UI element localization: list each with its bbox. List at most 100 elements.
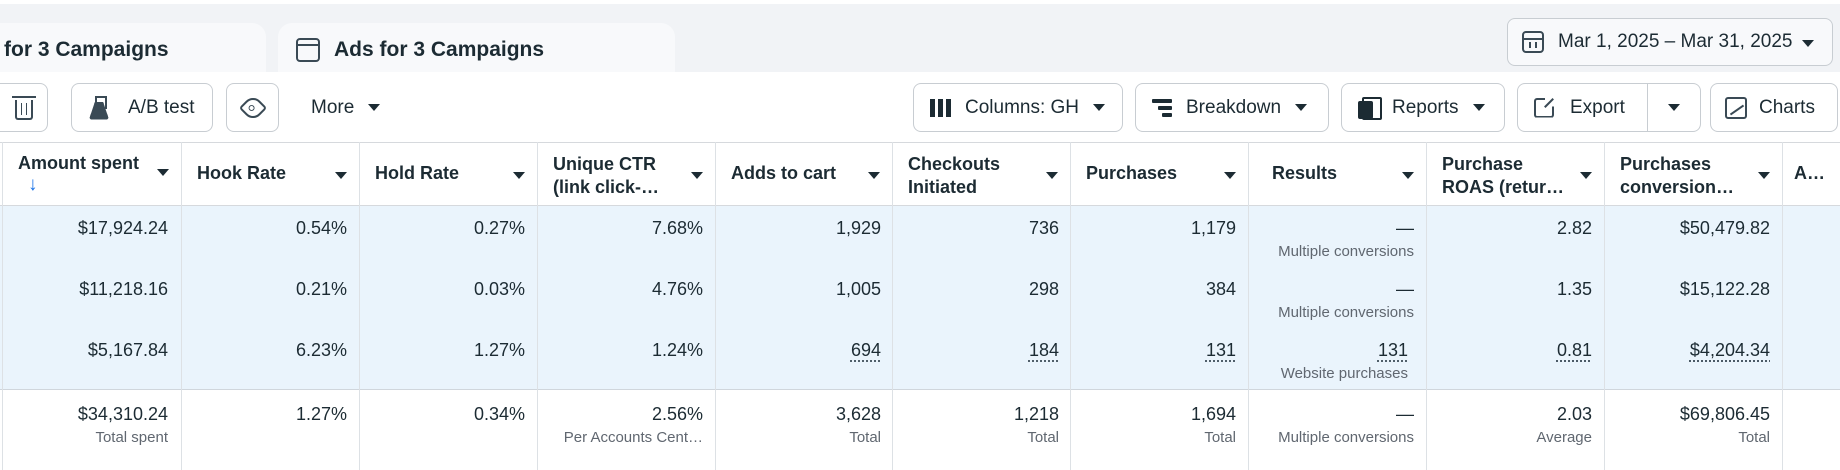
cell-checkouts: 736 [1028,218,1059,238]
breakdown-button[interactable]: Breakdown [1135,83,1329,132]
export-button[interactable]: Export [1517,83,1701,132]
more-label: More [311,96,355,118]
cell-hold-rate: 0.03% [473,279,525,299]
total-amount-spent: $34,310.24 [77,404,168,424]
ab-test-label: A/B test [128,96,195,118]
charts-button[interactable]: Charts [1710,83,1838,132]
table-header [0,142,1840,206]
chevron-down-icon [868,172,880,179]
charts-label: Charts [1759,96,1815,118]
date-range-picker[interactable]: Mar 1, 2025 – Mar 31, 2025 [1507,18,1833,66]
cell-results[interactable]: 131 [1377,340,1408,360]
ab-test-button[interactable]: A/B test [71,83,213,132]
more-button[interactable]: More [296,83,412,132]
export-options-button[interactable] [1648,84,1700,131]
cell-results: — [1396,279,1414,299]
total-unique-ctr-sub: Per Accounts Cent… [563,429,703,446]
column-header-purchases[interactable]: Purchases [1070,142,1248,206]
table-body [0,206,1840,390]
tag-button[interactable] [226,83,279,132]
export-icon [1534,97,1570,118]
chevron-down-icon [1224,172,1236,179]
cell-results-sub: Multiple conversions [1278,304,1414,321]
cell-hold-rate: 0.27% [473,218,525,238]
cell-purchase-roas: 2.82 [1556,218,1592,238]
chevron-down-icon [1472,104,1485,111]
column-header-aov[interactable]: AOV [1794,163,1828,183]
delete-button[interactable] [0,83,48,132]
column-header-results[interactable]: Results [1248,142,1426,206]
breakdown-label: Breakdown [1186,96,1282,118]
reports-icon [1358,96,1382,120]
column-header-purchases-conversion-value[interactable]: Purchases conversion… [1604,142,1782,206]
chevron-down-icon [1580,172,1592,179]
cell-results-sub: Multiple conversions [1278,243,1414,260]
column-header-checkouts-initiated[interactable]: Checkouts Initiated [892,142,1070,206]
cell-purchases-conversion-value: $50,479.82 [1679,218,1770,238]
cell-adds-to-cart: 1,005 [835,279,881,299]
cell-amount-spent: $11,218.16 [79,279,168,299]
column-header-hook-rate[interactable]: Hook Rate [181,142,359,206]
total-purchase-roas: 2.03 [1556,404,1592,424]
cell-checkouts: 298 [1028,279,1059,299]
chevron-down-icon [335,172,347,179]
column-header-amount-spent[interactable]: Amount spent ↓ [2,142,181,206]
chevron-down-icon [1046,172,1058,179]
total-checkouts-sub: Total [1027,429,1059,446]
column-header-hold-rate[interactable]: Hold Rate [359,142,537,206]
chevron-down-icon [368,104,381,111]
cell-adds-to-cart: 1,929 [835,218,881,238]
column-header-unique-ctr[interactable]: Unique CTR (link click-… [537,142,715,206]
cell-purchases: 1,179 [1190,218,1236,238]
table-totals [0,390,1840,470]
chevron-down-icon [691,172,703,179]
total-results: — [1396,404,1414,424]
cell-results-sub: Website purchases [1280,365,1408,382]
flask-icon [88,95,110,120]
trash-icon [12,95,36,120]
total-purchases-sub: Total [1204,429,1236,446]
total-amount-spent-sub: Total spent [95,429,168,446]
toolbar: A/B test More Columns: GH Breakdown Repo… [0,72,1840,142]
total-hold-rate: 0.34% [473,404,525,424]
cell-unique-ctr: 4.76% [651,279,703,299]
cell-adds-to-cart[interactable]: 694 [850,340,881,360]
cell-hook-rate: 0.54% [295,218,347,238]
total-hook-rate: 1.27% [295,404,347,424]
total-adds-to-cart-sub: Total [849,429,881,446]
reports-label: Reports [1392,96,1459,118]
cell-unique-ctr: 7.68% [651,218,703,238]
columns-label: Columns: GH [965,96,1080,118]
chevron-down-icon [1093,104,1106,111]
cell-purchases[interactable]: 131 [1205,340,1236,360]
total-purchases-conversion-value-sub: Total [1738,429,1770,446]
cell-purchase-roas: 1.35 [1556,279,1592,299]
calendar-icon [1522,31,1544,53]
chevron-down-icon [513,172,525,179]
total-checkouts: 1,218 [1013,404,1059,424]
cell-amount-spent: $5,167.84 [87,340,168,360]
tab-strip: for 3 Campaigns Ads for 3 Campaigns Mar … [0,0,1840,76]
cell-unique-ctr: 1.24% [651,340,703,360]
cell-results: — [1396,218,1414,238]
column-header-adds-to-cart[interactable]: Adds to cart [715,142,892,206]
chevron-down-icon [1668,104,1680,111]
cell-purchases: 384 [1205,279,1236,299]
chevron-down-icon [1758,172,1770,179]
campaign-table: Amount spent ↓ Hook Rate Hold Rate Uniqu… [0,142,1840,470]
total-results-sub: Multiple conversions [1278,429,1414,446]
reports-button[interactable]: Reports [1341,83,1505,132]
total-unique-ctr: 2.56% [651,404,703,424]
cell-checkouts[interactable]: 184 [1028,340,1059,360]
tag-icon [238,93,267,122]
tab-campaigns[interactable]: for 3 Campaigns [0,23,266,76]
tab-ads-label: Ads for 3 Campaigns [334,37,545,61]
cell-purchases-conversion-value: $15,122.28 [1679,279,1770,299]
chevron-down-icon [1402,172,1414,179]
cell-purchase-roas[interactable]: 0.81 [1556,340,1592,360]
column-header-purchase-roas[interactable]: Purchase ROAS (retur… [1426,142,1604,206]
cell-purchases-conversion-value[interactable]: $4,204.34 [1689,340,1770,360]
chevron-down-icon [1295,104,1308,111]
tab-ads[interactable]: Ads for 3 Campaigns [278,23,675,76]
columns-button[interactable]: Columns: GH [913,83,1123,132]
